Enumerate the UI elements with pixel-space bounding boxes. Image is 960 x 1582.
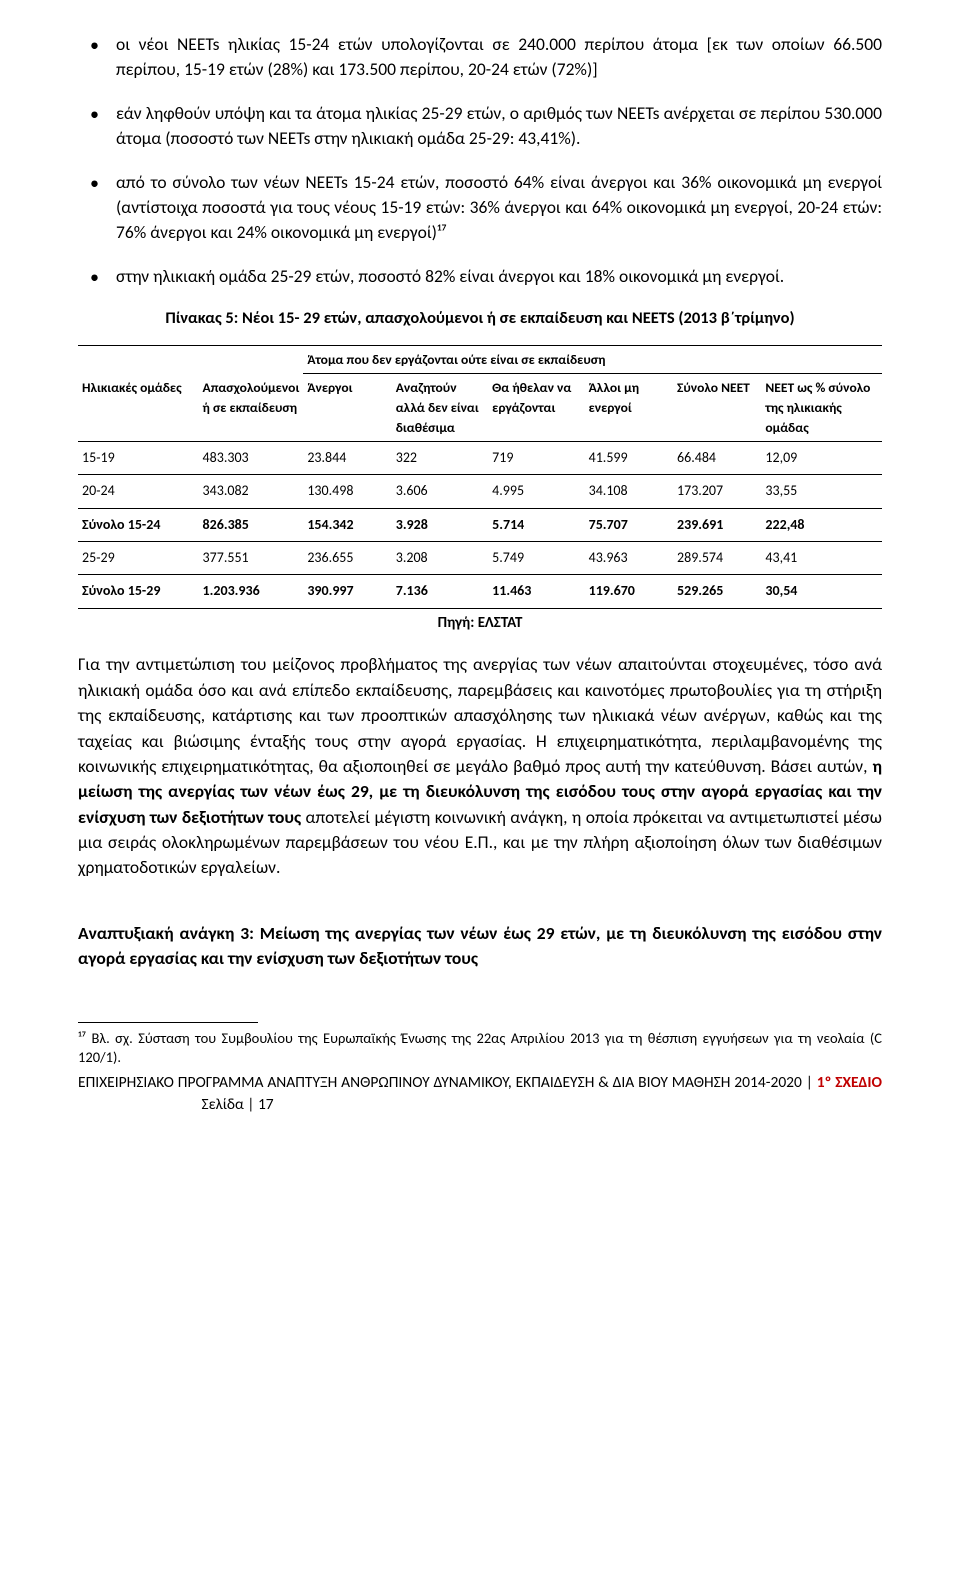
table-cell: 3.606 (392, 475, 488, 508)
footnote-separator (78, 1022, 258, 1023)
table-cell: 5.714 (488, 508, 584, 541)
col-header: Αναζητούν αλλά δεν είναι διαθέσιμα (392, 374, 488, 442)
table-cell: 236.655 (303, 542, 391, 575)
data-table: Άτομα που δεν εργάζονται ούτε είναι σε ε… (78, 345, 882, 609)
table-head: Άτομα που δεν εργάζονται ούτε είναι σε ε… (78, 345, 882, 441)
table-cell: 343.082 (199, 475, 304, 508)
bullet-item: στην ηλικιακή ομάδα 25-29 ετών, ποσοστό … (78, 264, 882, 289)
table-cell: Σύνολο 15-24 (78, 508, 199, 541)
table-cell: 11.463 (488, 575, 584, 608)
col-header: Απασχολούμενοι ή σε εκπαίδευση (199, 374, 304, 442)
col-header: Σύνολο NEET (673, 374, 761, 442)
need-title: Αναπτυξιακή ανάγκη 3: Μείωση της ανεργία… (78, 921, 882, 972)
table-cell: 3.928 (392, 508, 488, 541)
bullet-item: οι νέοι NEETs ηλικίας 15-24 ετών υπολογί… (78, 32, 882, 83)
table-cell: 173.207 (673, 475, 761, 508)
table-cell: 3.208 (392, 542, 488, 575)
table-cell: 130.498 (303, 475, 391, 508)
table-row: 15-19483.30323.84432271941.59966.48412,0… (78, 442, 882, 475)
table-cell: 12,09 (761, 442, 882, 475)
table-title: Πίνακας 5: Νέοι 15- 29 ετών, απασχολούμε… (78, 307, 882, 331)
col-header: Άλλοι μη ενεργοί (585, 374, 673, 442)
table-cell: 43,41 (761, 542, 882, 575)
table-cell: 43.963 (585, 542, 673, 575)
table-cell: 719 (488, 442, 584, 475)
table-body: 15-19483.30323.84432271941.59966.48412,0… (78, 442, 882, 608)
table-row: 25-29377.551236.6553.2085.74943.963289.5… (78, 542, 882, 575)
col-header: Ηλικιακές ομάδες (78, 374, 199, 442)
col-header: Θα ήθελαν να εργάζονται (488, 374, 584, 442)
table-cell: 377.551 (199, 542, 304, 575)
table-cell: 30,54 (761, 575, 882, 608)
table-cell: 23.844 (303, 442, 391, 475)
page-number: Σελίδα | 17 (202, 1095, 274, 1114)
table-row: Σύνολο 15-291.203.936390.9977.13611.4631… (78, 575, 882, 608)
table-cell: 34.108 (585, 475, 673, 508)
table-cell: 119.670 (585, 575, 673, 608)
table-cell: 7.136 (392, 575, 488, 608)
footer: ΕΠΙΧΕΙΡΗΣΙΑΚΟ ΠΡΟΓΡΑΜΜΑ ΑΝΑΠΤΥΞΗ ΑΝΘΡΩΠΙ… (78, 1072, 882, 1117)
table-cell: 25-29 (78, 542, 199, 575)
footer-text: ΕΠΙΧΕΙΡΗΣΙΑΚΟ ΠΡΟΓΡΑΜΜΑ ΑΝΑΠΤΥΞΗ ΑΝΘΡΩΠΙ… (78, 1073, 817, 1092)
bullet-item: εάν ληφθούν υπόψη και τα άτομα ηλικίας 2… (78, 101, 882, 152)
table-cell: 1.203.936 (199, 575, 304, 608)
group-header: Άτομα που δεν εργάζονται ούτε είναι σε ε… (303, 345, 882, 374)
table-cell: 322 (392, 442, 488, 475)
col-header: Άνεργοι (303, 374, 391, 442)
table-cell: 41.599 (585, 442, 673, 475)
table-cell: 154.342 (303, 508, 391, 541)
footer-red: 1º ΣΧΕΔΙΟ (817, 1073, 882, 1092)
table-cell: 4.995 (488, 475, 584, 508)
bullet-list: οι νέοι NEETs ηλικίας 15-24 ετών υπολογί… (78, 32, 882, 289)
table-cell: 20-24 (78, 475, 199, 508)
table-cell: 239.691 (673, 508, 761, 541)
table-cell: 222,48 (761, 508, 882, 541)
footnote: ¹⁷ Βλ. σχ. Σύσταση του Συμβουλίου της Ευ… (78, 1029, 882, 1068)
table-cell: 33,55 (761, 475, 882, 508)
table-cell: 390.997 (303, 575, 391, 608)
table-cell: 483.303 (199, 442, 304, 475)
table-cell: 75.707 (585, 508, 673, 541)
body-paragraph: Για την αντιμετώπιση του μείζονος προβλή… (78, 652, 882, 880)
table-row: Σύνολο 15-24826.385154.3423.9285.71475.7… (78, 508, 882, 541)
table-cell: 66.484 (673, 442, 761, 475)
table-cell: 15-19 (78, 442, 199, 475)
table-cell: 5.749 (488, 542, 584, 575)
table-cell: 826.385 (199, 508, 304, 541)
bullet-item: από το σύνολο των νέων NEETs 15-24 ετών,… (78, 170, 882, 246)
col-header: ΝΕΕΤ ως % σύνολο της ηλικιακής ομάδας (761, 374, 882, 442)
para-pre: Για την αντιμετώπιση του μείζονος προβλή… (78, 653, 882, 777)
table-cell: Σύνολο 15-29 (78, 575, 199, 608)
table-cell: 529.265 (673, 575, 761, 608)
table-source: Πηγή: ΕΛΣΤΑΤ (78, 613, 882, 635)
table-cell: 289.574 (673, 542, 761, 575)
table-row: 20-24343.082130.4983.6064.99534.108173.2… (78, 475, 882, 508)
